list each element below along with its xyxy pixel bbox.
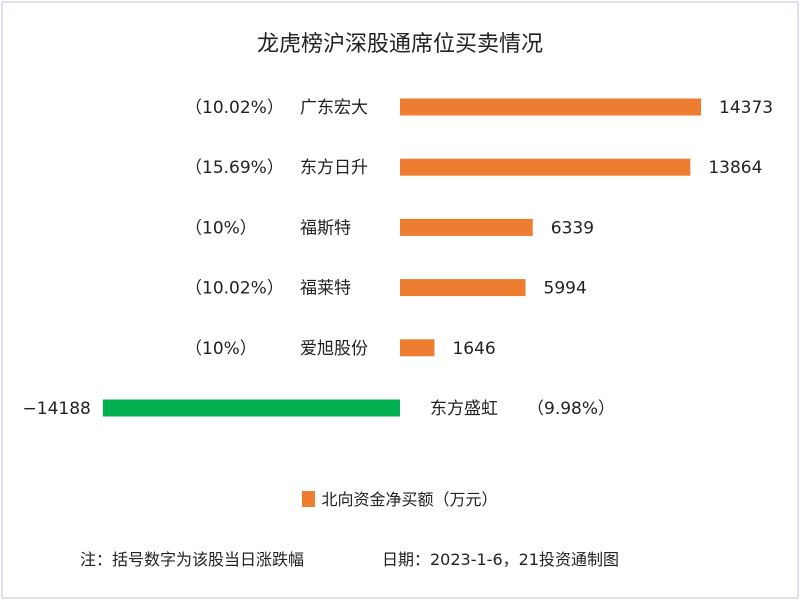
data-label: 5994 — [544, 279, 587, 299]
date-source: 日期：2023-1-6，21投资通制图 — [382, 550, 619, 569]
footnote: 注：括号数字为该股当日涨跌幅 — [80, 550, 305, 569]
category-label: 爱旭股份 — [300, 339, 368, 359]
change-pct-label: （15.69%） — [185, 158, 284, 178]
data-label: 14373 — [719, 98, 773, 118]
change-pct-label: （10.02%） — [185, 98, 284, 118]
data-label: 1646 — [452, 339, 495, 359]
data-label: 6339 — [551, 218, 594, 238]
legend: 北向资金净买额（万元） — [0, 486, 800, 510]
bar — [400, 98, 701, 116]
data-label: −14188 — [23, 399, 91, 419]
change-pct-label: （10%） — [185, 218, 257, 238]
category-label: 东方日升 — [300, 158, 368, 178]
bar — [400, 339, 435, 357]
change-pct-label: （9.98%） — [527, 399, 615, 419]
category-label: 东方盛虹 — [430, 399, 498, 419]
chart-title: 龙虎榜沪深股通席位买卖情况 — [256, 32, 543, 57]
category-label: 广东宏大 — [300, 98, 368, 118]
change-pct-label: （10%） — [185, 339, 257, 359]
change-pct-label: （10.02%） — [185, 279, 284, 299]
legend-swatch — [302, 491, 316, 507]
bar — [400, 158, 691, 176]
data-label: 13864 — [708, 158, 762, 178]
bar — [400, 279, 526, 297]
category-label: 福斯特 — [300, 218, 351, 238]
bar — [102, 399, 401, 417]
bar — [400, 218, 533, 236]
category-label: 福莱特 — [300, 279, 351, 299]
legend-label: 北向资金净买额（万元） — [321, 490, 498, 509]
